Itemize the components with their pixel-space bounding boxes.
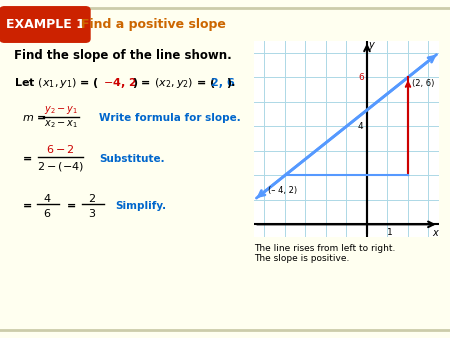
Text: $-$4, 2: $-$4, 2 xyxy=(103,76,136,90)
Text: $6$: $6$ xyxy=(43,207,51,219)
Text: 6: 6 xyxy=(358,73,364,82)
Text: Substitute.: Substitute. xyxy=(99,154,165,164)
Text: The slope is positive.: The slope is positive. xyxy=(254,254,350,263)
Text: $3$: $3$ xyxy=(88,207,96,219)
Text: $2$: $2$ xyxy=(88,192,96,204)
Text: $y_2-y_1$: $y_2-y_1$ xyxy=(44,104,78,116)
Text: Find the slope of the line shown.: Find the slope of the line shown. xyxy=(14,49,231,62)
Text: Write formula for slope.: Write formula for slope. xyxy=(99,113,241,123)
Text: $2-(-4)$: $2-(-4)$ xyxy=(37,160,84,173)
Text: Let $(x_1, y_1)$ = (: Let $(x_1, y_1)$ = ( xyxy=(14,76,99,90)
Text: 4: 4 xyxy=(358,122,364,131)
Text: =: = xyxy=(22,201,32,211)
FancyBboxPatch shape xyxy=(0,7,90,42)
Text: 1: 1 xyxy=(387,228,392,237)
Text: EXAMPLE 1: EXAMPLE 1 xyxy=(5,18,85,31)
Text: y: y xyxy=(368,41,374,50)
Text: ).: ). xyxy=(226,78,235,88)
Text: The line rises from left to right.: The line rises from left to right. xyxy=(254,244,396,253)
Text: $6-2$: $6-2$ xyxy=(46,143,75,155)
Text: $m$ =: $m$ = xyxy=(22,113,47,123)
Text: (2, 6): (2, 6) xyxy=(412,79,434,88)
Text: $x_2-x_1$: $x_2-x_1$ xyxy=(44,118,78,130)
Text: $4$: $4$ xyxy=(43,192,51,204)
Text: =: = xyxy=(67,201,76,211)
Text: Find a positive slope: Find a positive slope xyxy=(81,18,225,31)
Text: ) = $(x_2, y_2)$ = (: ) = $(x_2, y_2)$ = ( xyxy=(132,76,216,90)
Text: Simplify.: Simplify. xyxy=(115,201,166,211)
Text: =: = xyxy=(22,154,32,164)
Text: 2, 6: 2, 6 xyxy=(211,78,234,88)
Text: (– 4, 2): (– 4, 2) xyxy=(268,186,297,195)
Text: x: x xyxy=(432,228,437,238)
